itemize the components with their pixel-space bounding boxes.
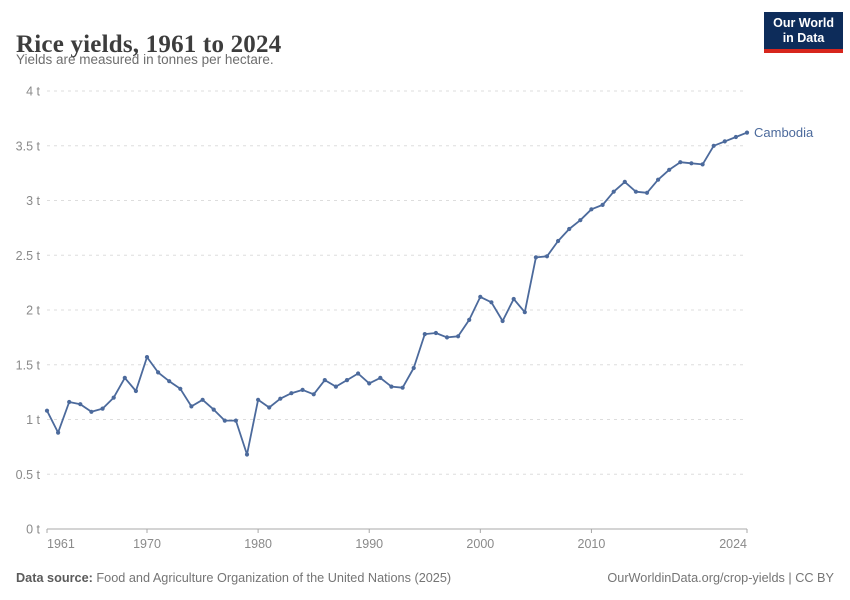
data-point[interactable] [578, 218, 583, 223]
data-point[interactable] [533, 255, 539, 260]
data-point[interactable] [522, 310, 527, 315]
y-axis-tick-label: 0.5 t [16, 468, 41, 482]
data-source-text: Food and Agriculture Organization of the… [92, 571, 452, 585]
data-point[interactable] [589, 207, 594, 212]
data-point[interactable] [722, 139, 727, 144]
data-point[interactable] [189, 404, 194, 409]
data-point[interactable] [678, 160, 683, 165]
data-point[interactable] [244, 452, 250, 457]
data-point[interactable] [267, 405, 272, 410]
x-axis-tick-label: 2010 [578, 537, 606, 551]
data-point[interactable] [56, 430, 61, 435]
data-point[interactable] [744, 130, 750, 135]
page-title: Rice yields, 1961 to 2024 [16, 30, 282, 58]
y-axis-tick-label: 1 t [26, 413, 40, 427]
data-point[interactable] [367, 381, 372, 386]
data-point[interactable] [611, 189, 616, 194]
series-line-cambodia[interactable] [46, 131, 748, 456]
x-axis-tick-label: 1961 [47, 537, 75, 551]
data-point[interactable] [622, 179, 627, 184]
data-point[interactable] [78, 402, 83, 407]
data-point[interactable] [500, 318, 505, 324]
data-point[interactable] [333, 384, 338, 389]
y-axis-tick-label: 3.5 t [16, 139, 41, 153]
entity-label-cambodia[interactable]: Cambodia [754, 125, 814, 140]
data-point[interactable] [89, 409, 94, 414]
data-point[interactable] [444, 335, 450, 340]
x-axis-tick-label: 1970 [133, 537, 161, 551]
data-point[interactable] [378, 375, 383, 380]
data-point[interactable] [111, 395, 116, 400]
data-point[interactable] [356, 371, 361, 376]
data-point[interactable] [344, 378, 350, 383]
y-axis-tick-label: 3 t [26, 194, 40, 208]
data-point[interactable] [456, 334, 461, 339]
y-axis-tick-label: 0 t [26, 523, 40, 537]
x-axis-tick-label: 1980 [244, 537, 272, 551]
owid-logo-line1: Our World [773, 16, 834, 30]
data-point[interactable] [556, 238, 561, 244]
data-source-label: Data source: [16, 571, 93, 585]
data-point[interactable] [633, 189, 639, 194]
chart-subtitle: Yields are measured in tonnes per hectar… [16, 52, 274, 67]
data-point[interactable] [544, 254, 550, 259]
chart-footer: Data source: Food and Agriculture Organi… [16, 571, 834, 585]
data-point[interactable] [489, 300, 494, 305]
data-point[interactable] [711, 143, 716, 148]
owid-logo[interactable]: Our World in Data [764, 12, 843, 53]
data-point[interactable] [600, 202, 605, 207]
data-point[interactable] [133, 388, 138, 394]
y-axis-tick-label: 2.5 t [16, 249, 41, 263]
data-point[interactable] [478, 294, 483, 299]
data-point[interactable] [644, 190, 650, 195]
owid-logo-line2: in Data [782, 31, 825, 45]
data-point[interactable] [311, 392, 316, 397]
data-point[interactable] [144, 355, 150, 360]
data-point[interactable] [667, 167, 672, 172]
y-axis-tick-label: 2 t [26, 304, 40, 318]
data-point[interactable] [511, 296, 516, 302]
data-point[interactable] [389, 384, 394, 389]
x-axis-tick-label: 2000 [466, 537, 494, 551]
data-point[interactable] [422, 332, 427, 337]
data-point[interactable] [300, 387, 305, 392]
x-axis-tick-label: 1990 [355, 537, 383, 551]
data-point[interactable] [700, 162, 705, 167]
data-point[interactable] [567, 226, 572, 232]
data-point[interactable] [411, 365, 416, 371]
data-point[interactable] [211, 407, 216, 412]
data-point[interactable] [400, 385, 405, 390]
data-point[interactable] [67, 399, 72, 405]
data-point[interactable] [178, 386, 183, 391]
data-point[interactable] [689, 161, 694, 166]
owid-url-license-link[interactable]: OurWorldinData.org/crop-yields | CC BY [607, 571, 834, 585]
data-point[interactable] [433, 330, 438, 336]
data-point[interactable] [233, 418, 238, 423]
data-point[interactable] [467, 317, 472, 322]
data-point[interactable] [156, 370, 161, 375]
x-axis-tick-label: 2024 [719, 537, 747, 551]
data-point[interactable] [100, 406, 105, 411]
data-point[interactable] [322, 378, 327, 383]
y-axis-tick-label: 1.5 t [16, 358, 41, 372]
data-point[interactable] [256, 397, 261, 402]
data-point[interactable] [222, 418, 227, 423]
data-point[interactable] [122, 375, 127, 380]
data-point[interactable] [200, 397, 205, 402]
data-point[interactable] [733, 134, 739, 140]
data-point[interactable] [656, 177, 661, 182]
data-point[interactable] [289, 391, 294, 396]
data-point[interactable] [44, 408, 50, 413]
data-point[interactable] [278, 396, 283, 401]
y-axis-tick-label: 4 t [26, 85, 40, 99]
data-source-note: Data source: Food and Agriculture Organi… [16, 571, 451, 585]
data-point[interactable] [167, 379, 172, 384]
